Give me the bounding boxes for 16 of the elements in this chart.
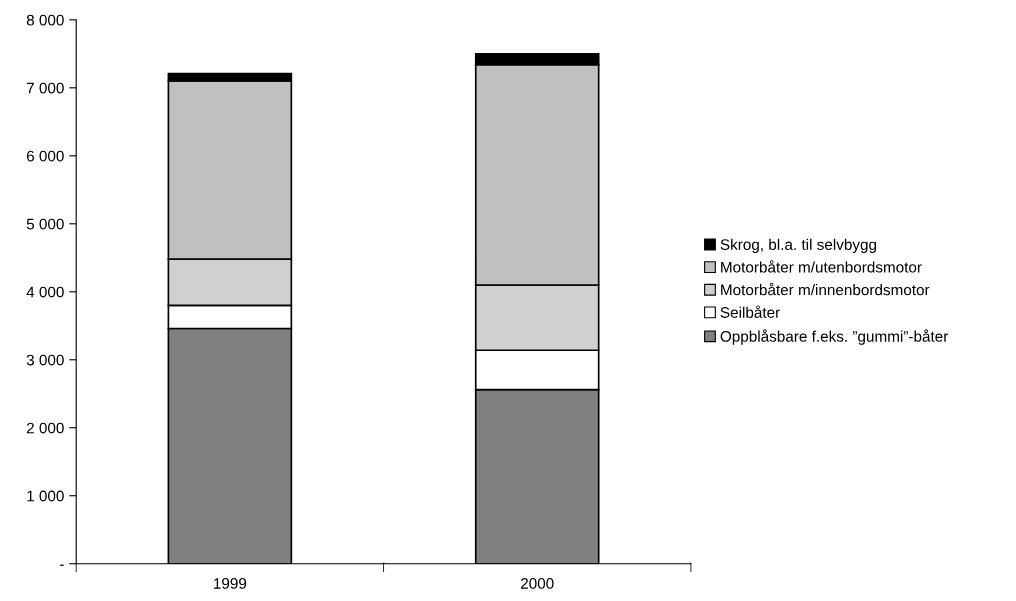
- y-tick-label: 8 000: [26, 14, 64, 26]
- legend-label: Skrog, bl.a. til selvbygg: [720, 238, 877, 253]
- legend-label: Seilbåter: [720, 305, 780, 318]
- y-tick-label: 5 000: [26, 218, 64, 230]
- y-tick-label: 4 000: [26, 286, 64, 298]
- y-tick-label: 3 000: [26, 354, 64, 366]
- legend-label: Motorbåter m/innenbordsmotor: [721, 282, 930, 296]
- y-tick-label: -: [59, 564, 64, 566]
- y-tick-label: 7 000: [26, 82, 64, 94]
- y-tick-label: 6 000: [26, 150, 64, 162]
- y-tick-label: 1 000: [27, 490, 64, 502]
- legend-label: Motorbåter m/utenbordsmotor: [721, 260, 922, 273]
- x-tick-label: 1999: [214, 578, 247, 589]
- x-tick-label: 2000: [520, 578, 554, 589]
- y-tick-label: 2 000: [26, 422, 64, 434]
- legend-label: Oppblåsbare f.eks. ”gummi”-båter: [720, 329, 949, 345]
